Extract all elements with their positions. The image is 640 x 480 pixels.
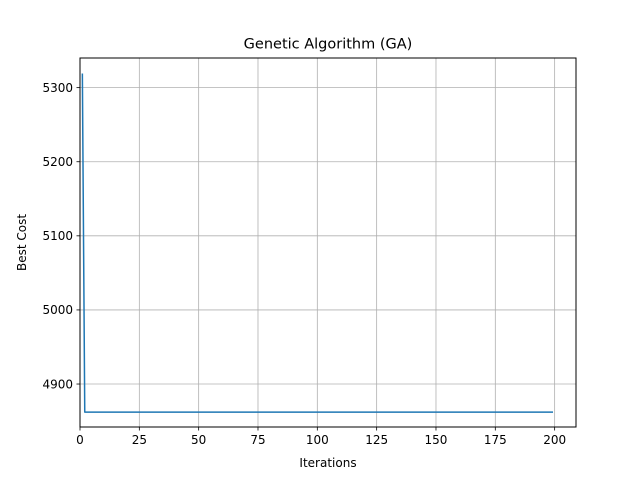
y-tick-label: 5100	[42, 229, 73, 243]
y-axis: 4900 5000 5100 5200 5300	[42, 81, 80, 391]
x-axis: 0 25 50 75 100 125 150 175 200	[76, 427, 566, 447]
best-cost-line	[81, 73, 554, 413]
x-tick-label: 200	[543, 433, 566, 447]
y-tick-label: 5300	[42, 81, 73, 95]
grid	[79, 58, 576, 427]
x-tick-label: 75	[250, 433, 265, 447]
y-axis-label: Best Cost	[15, 214, 29, 271]
y-tick-label: 5000	[42, 303, 73, 317]
y-tick-label: 5200	[42, 155, 73, 169]
x-tick-label: 0	[76, 433, 84, 447]
x-tick-label: 25	[132, 433, 147, 447]
x-tick-label: 125	[365, 433, 388, 447]
x-tick-label: 150	[425, 433, 448, 447]
axes-frame	[79, 57, 577, 428]
x-tick-label: 50	[191, 433, 206, 447]
chart-title: Genetic Algorithm (GA)	[244, 37, 413, 53]
series-layer	[81, 73, 554, 413]
plot-area: 0 25 50 75 100 125 150 175 200 4900 5000 5100 5200 5…	[42, 57, 577, 447]
x-axis-label: Iterations	[299, 456, 356, 470]
y-tick-label: 4900	[42, 377, 73, 391]
x-tick-label: 100	[306, 433, 329, 447]
x-tick-label: 175	[484, 433, 507, 447]
